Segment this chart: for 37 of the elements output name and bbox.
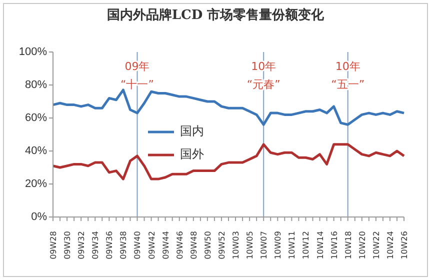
x-tick-label: 10W18 [344,231,353,260]
x-tick-label: 09W30 [63,231,72,260]
y-tick-label: 80% [24,79,48,91]
x-tick-label: 09W32 [77,231,86,260]
y-tick-label: 0% [31,211,48,223]
x-tick-label: 09W40 [133,231,142,260]
x-tick-label: 10W12 [302,231,311,260]
x-tick-label: 10W22 [372,231,381,260]
y-tick-label: 20% [24,178,48,190]
chart-title: 国内外品牌LCD 市场零售量份额变化 [106,6,326,24]
legend-label: 国外 [180,146,204,163]
line-series [52,88,406,126]
y-tick-label: 60% [24,112,48,124]
x-tick-label: 09W34 [91,231,100,260]
x-tick-label: 10W14 [316,231,325,260]
x-tick-label: 10W24 [386,231,395,260]
x-tick-label: 10W03 [232,231,241,260]
legend-label: 国内 [180,123,204,140]
x-tick-label: 10W11 [288,231,297,260]
x-tick-label: 09W52 [217,231,226,260]
x-tick-label: 09W42 [147,231,156,260]
x-tick-label: 09W28 [49,231,58,260]
x-tick-label: 10W20 [358,231,367,260]
x-tick-label: 09W48 [189,231,198,260]
y-tick-label: 100% [18,46,48,58]
x-tick-label: 10W26 [400,231,409,260]
x-tick-label: 09W44 [161,231,170,260]
x-tick-label: 10W07 [260,231,269,260]
x-tick-label: 09W50 [203,231,212,260]
line-series [52,143,406,180]
y-tick-label: 40% [24,145,48,157]
x-tick-label: 09W36 [105,231,114,260]
x-tick-label: 09W46 [175,231,184,260]
x-tick-label: 10W05 [246,231,255,260]
x-tick-label: 10W09 [274,231,283,260]
x-tick-label: 10W16 [330,231,339,260]
x-tick-label: 09W38 [119,231,128,260]
